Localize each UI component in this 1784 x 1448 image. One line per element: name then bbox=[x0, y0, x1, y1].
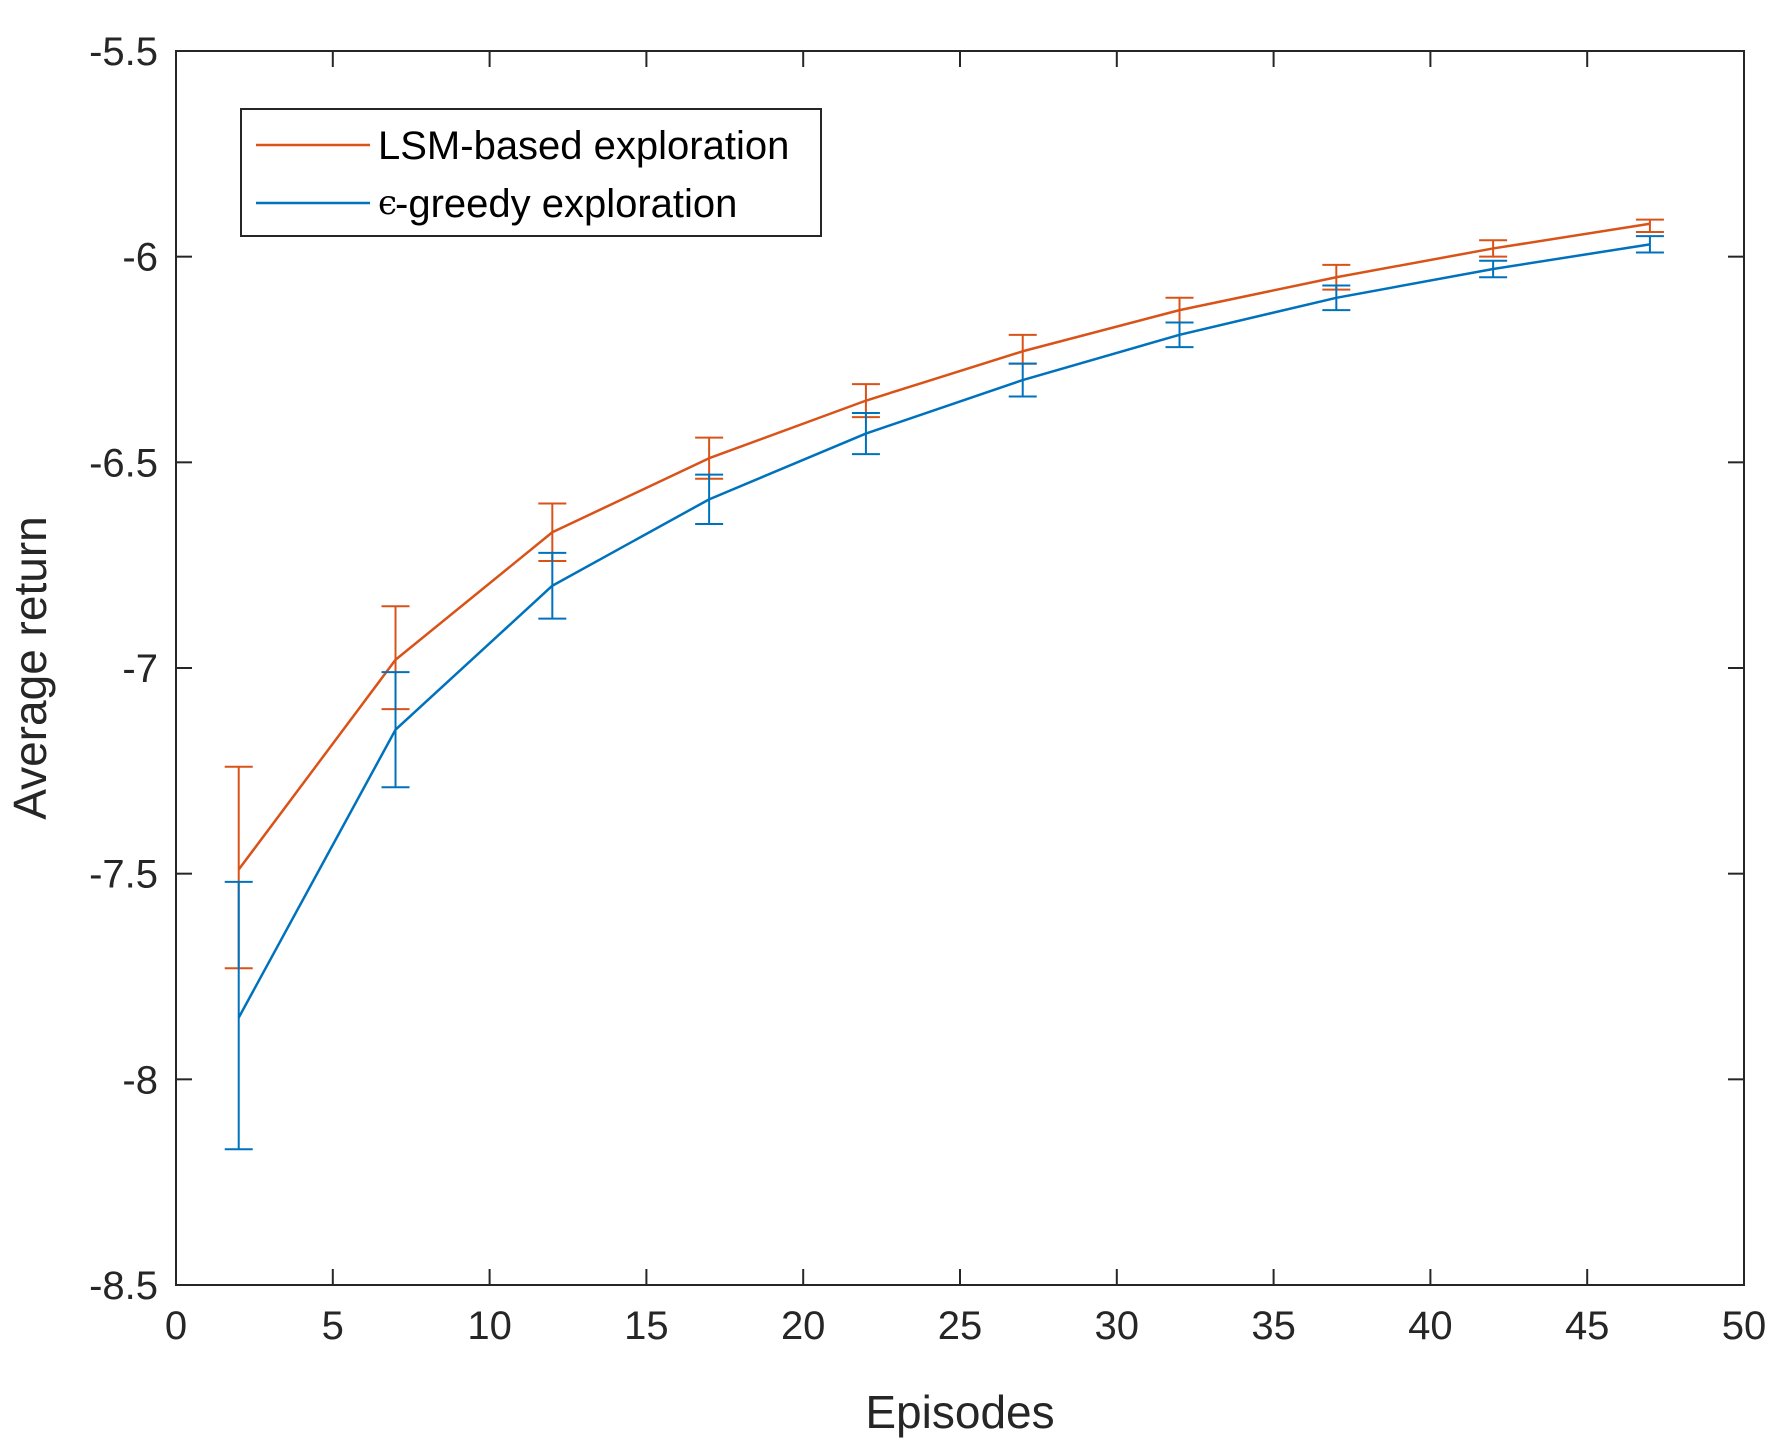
legend[interactable]: LSM-based exploration ϵ -greedy explorat… bbox=[240, 108, 822, 237]
series-line-egreedy bbox=[237, 243, 1651, 1019]
axis-ticks: 0 5 10 15 20 25 30 35 40 45 50 -8.5 -8 -7.5 -7 -6.5 -6 -5… bbox=[89, 30, 1766, 1348]
x-tick-label-4: 20 bbox=[781, 1304, 826, 1348]
y-axis-title: Average return bbox=[4, 516, 56, 819]
x-tick-label-8: 40 bbox=[1408, 1304, 1453, 1348]
series-line-lsm bbox=[237, 222, 1651, 871]
legend-symbol-epsilon: ϵ bbox=[378, 183, 397, 223]
y-tick-label-2: -7.5 bbox=[89, 853, 158, 897]
x-tick-label-2: 10 bbox=[467, 1304, 512, 1348]
x-tick-label-7: 35 bbox=[1251, 1304, 1296, 1348]
x-tick-label-5: 25 bbox=[938, 1304, 983, 1348]
series-layer bbox=[224, 218, 1664, 1151]
legend-label-egreedy: -greedy exploration bbox=[395, 182, 737, 226]
legend-label-lsm: LSM-based exploration bbox=[378, 124, 789, 168]
y-tick-label-3: -7 bbox=[122, 647, 158, 691]
series-lsm bbox=[224, 218, 1664, 970]
x-tick-label-10: 50 bbox=[1722, 1304, 1767, 1348]
x-tick-label-3: 15 bbox=[624, 1304, 669, 1348]
error-bar-egreedy-9 bbox=[1635, 235, 1664, 254]
x-axis-title: Episodes bbox=[865, 1386, 1054, 1438]
legend-box bbox=[240, 108, 822, 237]
x-tick-label-9: 45 bbox=[1565, 1304, 1610, 1348]
y-tick-label-0: -8.5 bbox=[89, 1264, 158, 1308]
y-tick-label-6: -5.5 bbox=[89, 30, 158, 74]
y-tick-label-1: -8 bbox=[122, 1058, 158, 1102]
y-tick-label-5: -6 bbox=[122, 236, 158, 280]
y-tick-label-4: -6.5 bbox=[89, 441, 158, 485]
x-tick-label-6: 30 bbox=[1095, 1304, 1140, 1348]
x-tick-label-0: 0 bbox=[165, 1304, 187, 1348]
x-tick-label-1: 5 bbox=[322, 1304, 344, 1348]
error-bar-lsm-9 bbox=[1635, 218, 1664, 233]
series-egreedy bbox=[224, 235, 1664, 1151]
